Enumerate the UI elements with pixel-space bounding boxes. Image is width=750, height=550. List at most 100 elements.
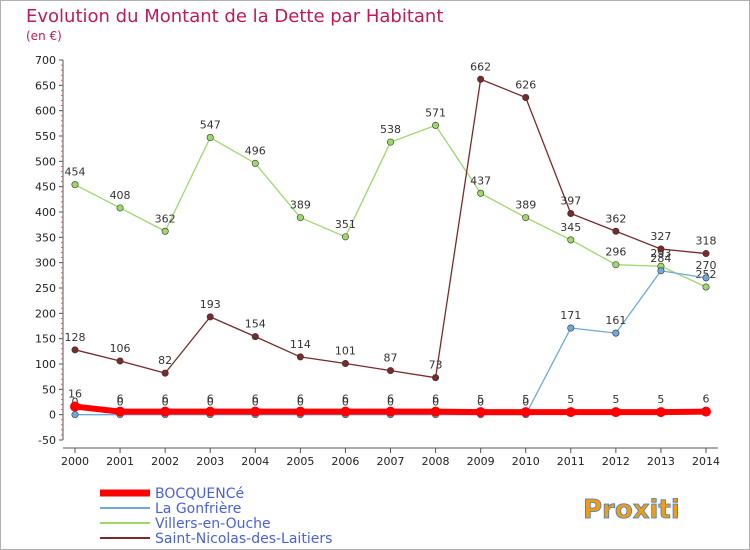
data-label: 327 [650, 230, 671, 243]
data-label: 5 [522, 393, 529, 406]
series-layer: 454 408 362 547 496 389 351 538 571 437 389 345 296 2… [65, 60, 717, 419]
data-label: 284 [650, 252, 671, 265]
x-tick-label: 2012 [602, 455, 630, 468]
data-point [430, 406, 441, 417]
x-tick-label: 2004 [241, 455, 269, 468]
data-point [71, 181, 79, 189]
data-label: 6 [162, 393, 169, 406]
data-label: 5 [477, 393, 484, 406]
data-point [612, 227, 620, 235]
data-label: 571 [425, 106, 446, 119]
chart-title: Evolution du Montant de la Dette par Hab… [26, 6, 443, 27]
y-tick-label: 400 [35, 206, 56, 219]
data-label: 5 [612, 393, 619, 406]
data-point [385, 406, 396, 417]
data-point [205, 406, 216, 417]
series-2: 454 408 362 547 496 389 351 538 571 437 389 345 296 2… [65, 106, 717, 291]
data-point [567, 210, 575, 218]
data-point [70, 401, 80, 412]
data-label: 101 [335, 344, 356, 357]
series-3: 128 106 82 193 154 114 101 87 73 662 626 397 362 327 3… [65, 60, 717, 382]
data-label: 437 [470, 174, 491, 187]
data-label: 82 [158, 354, 172, 367]
data-point [702, 283, 710, 291]
data-point [116, 357, 124, 365]
data-label: 0 [117, 396, 124, 409]
logo-text: Proxiti [583, 495, 680, 525]
data-label: 362 [605, 212, 626, 225]
data-point [251, 333, 259, 341]
data-point [657, 245, 665, 253]
x-tick-label: 2011 [557, 455, 585, 468]
data-label: 0 [342, 396, 349, 409]
x-tick-label: 2005 [286, 455, 314, 468]
x-tick-label: 2002 [151, 455, 179, 468]
data-label: 193 [200, 298, 221, 311]
data-point [567, 236, 575, 244]
y-tick-label: 150 [35, 333, 56, 346]
data-label: 0 [387, 396, 394, 409]
data-label: 662 [470, 60, 491, 73]
data-point [116, 204, 124, 212]
data-point [340, 406, 351, 417]
y-tick-label: 450 [35, 181, 56, 194]
data-point [610, 407, 621, 418]
x-tick-label: 2014 [692, 455, 720, 468]
y-tick-label: 250 [35, 282, 56, 295]
data-point [522, 93, 530, 101]
data-label: 296 [605, 246, 626, 259]
data-label: 389 [515, 199, 536, 212]
data-label: 626 [515, 78, 536, 91]
data-point [522, 214, 530, 222]
legend-label: La Gonfrière [155, 501, 241, 517]
data-point [206, 134, 214, 142]
y-tick-label: -50 [38, 434, 56, 447]
y-tick-label: 500 [35, 155, 56, 168]
data-point [612, 329, 620, 337]
data-label: 496 [245, 144, 266, 157]
data-label: 0 [297, 396, 304, 409]
data-point [702, 250, 710, 258]
data-point [701, 406, 711, 417]
data-label: 454 [65, 166, 86, 179]
data-label: 171 [560, 309, 581, 322]
x-tick-label: 2001 [106, 455, 134, 468]
data-label: 5 [657, 393, 664, 406]
data-label: 6 [117, 393, 124, 406]
data-point [295, 406, 306, 417]
x-tick-label: 2008 [422, 455, 450, 468]
y-tick-label: 200 [35, 307, 56, 320]
data-label: 345 [560, 221, 581, 234]
y-tick-label: 0 [49, 409, 56, 422]
data-point [386, 367, 394, 375]
data-label: 0 [207, 396, 214, 409]
data-label: 389 [290, 199, 311, 212]
data-point [520, 407, 531, 418]
legend-label: Saint-Nicolas-des-Laitiers [155, 531, 332, 547]
data-label: 6 [297, 393, 304, 406]
data-label: 6 [252, 393, 259, 406]
axes: -500501001502002503003504004505005506006… [35, 54, 720, 468]
data-label: 106 [110, 342, 131, 355]
y-tick-label: 600 [35, 105, 56, 118]
data-point [250, 406, 261, 417]
data-label: 0 [252, 396, 259, 409]
data-label: 161 [605, 314, 626, 327]
data-point [386, 138, 394, 146]
data-point [296, 353, 304, 361]
data-label: 547 [200, 119, 221, 132]
data-label: 0 [522, 396, 529, 409]
data-label: 408 [110, 189, 131, 202]
data-label: 6 [342, 393, 349, 406]
data-point [161, 369, 169, 377]
data-point [612, 261, 620, 269]
data-point [71, 346, 79, 354]
data-point [160, 406, 171, 417]
data-label: 351 [335, 218, 356, 231]
x-tick-label: 2010 [512, 455, 540, 468]
y-tick-label: 300 [35, 257, 56, 270]
series-line [74, 124, 707, 288]
